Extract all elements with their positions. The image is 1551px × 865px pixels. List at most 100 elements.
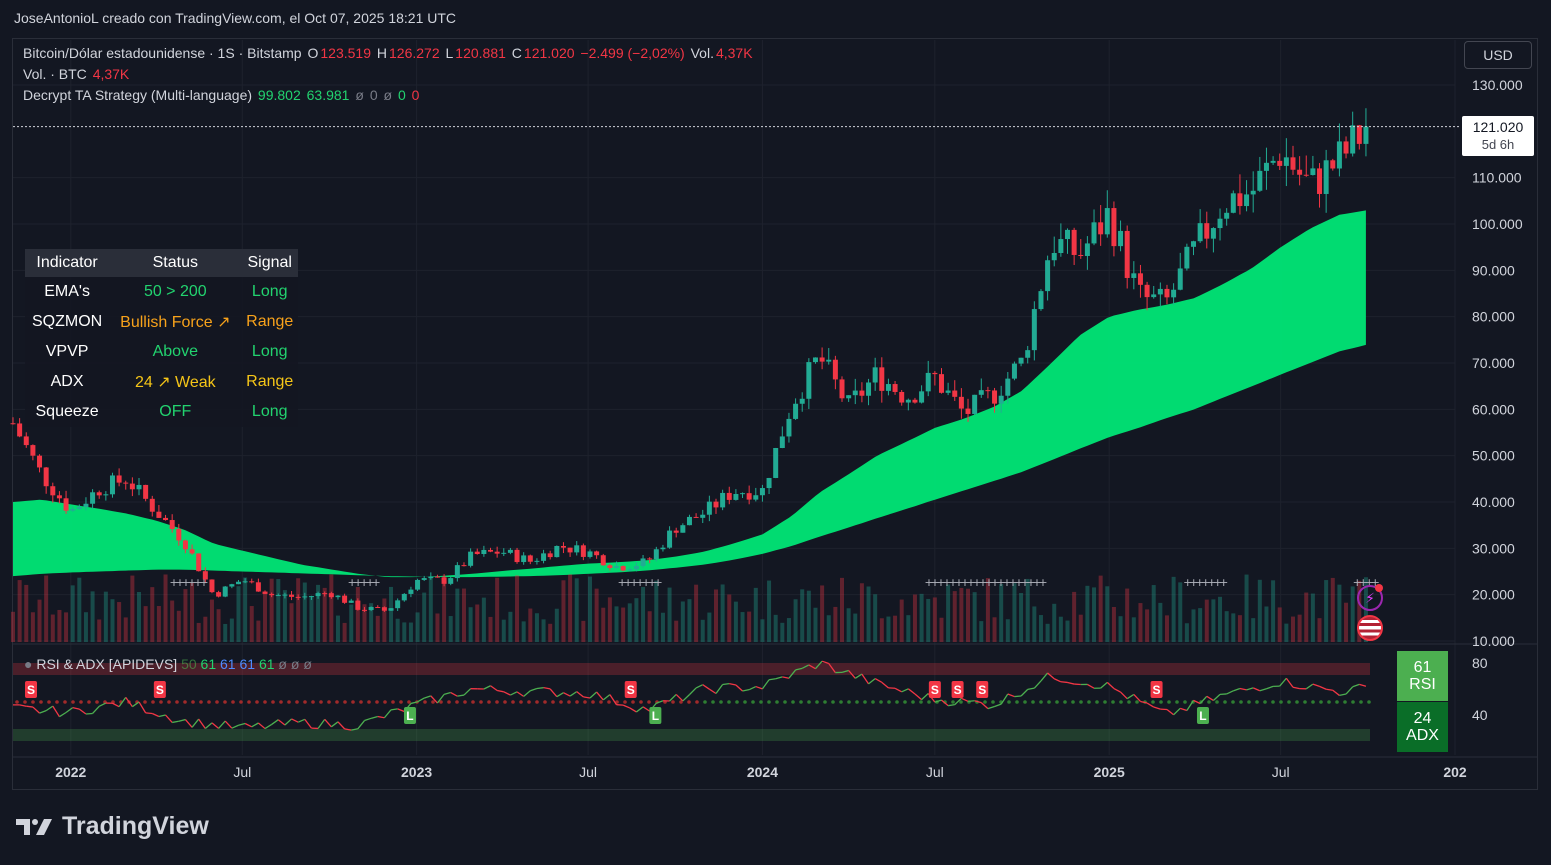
rsi-line-segment (397, 708, 405, 713)
rsi-line-segment (881, 681, 889, 689)
rsi-line-segment (204, 722, 213, 730)
volume-bar (760, 619, 765, 642)
rsi-midline-dot (87, 700, 91, 704)
x-axis-label: Jul (926, 764, 944, 780)
candle-body (1263, 162, 1269, 171)
strategy-legend: Decrypt TA Strategy (Multi-language) 99.… (23, 87, 421, 103)
rsi-line-segment (344, 728, 352, 731)
rsi-line-segment (536, 687, 544, 690)
rsi-line-segment (39, 710, 47, 714)
candle-body (342, 595, 348, 603)
candle-body (249, 581, 255, 583)
rsi-line-segment (1146, 702, 1155, 708)
candle-body (527, 555, 533, 562)
us-flag-icon[interactable] (1357, 615, 1383, 641)
strategy-value-1: 99.802 (257, 87, 301, 103)
candle-body (454, 565, 460, 579)
rsi-line-segment (841, 669, 849, 674)
squeeze-cross: + (1189, 576, 1198, 589)
rsi-midline-dot (151, 700, 155, 704)
rsi-midline-dot (1007, 700, 1011, 704)
signal-marker (951, 681, 964, 698)
candle-body (1191, 241, 1197, 247)
volume-bar (660, 612, 665, 642)
rsi-midline-dot (1223, 700, 1227, 704)
candle-body (1098, 222, 1104, 235)
volume-bar (1078, 614, 1083, 642)
candle-body (156, 511, 162, 518)
volume-bar (110, 599, 115, 642)
candle-body (925, 372, 931, 392)
squeeze-cross: + (365, 576, 374, 589)
squeeze-cross: + (990, 576, 999, 589)
rsi-line-segment (490, 685, 498, 692)
open-label: O (307, 45, 319, 61)
volume-bar (1025, 578, 1030, 642)
rsi-line-segment (145, 712, 153, 715)
rsi-midline-dot (847, 700, 851, 704)
volume-bar (800, 589, 805, 642)
candle-body (773, 448, 779, 478)
rsi-line-segment (848, 670, 856, 679)
rsi-line-segment (775, 676, 783, 680)
volume-bar (435, 613, 440, 642)
rsi-midline-dot (55, 700, 59, 704)
squeeze-cross: + (1207, 576, 1216, 589)
volume-bar (123, 617, 128, 642)
attribution-text: JoseAntonioL creado con TradingView.com,… (14, 10, 457, 26)
rsi-line-segment (530, 687, 538, 692)
volume-bar (90, 591, 95, 642)
volume-bar (1145, 609, 1150, 642)
rsi-line-segment (1020, 688, 1029, 697)
candle-body (667, 530, 673, 548)
rsi-line-segment (304, 718, 312, 729)
candle-body (408, 589, 414, 594)
volume-bar (1065, 620, 1070, 642)
strategy-value-3: ø (355, 87, 364, 103)
rsi-line-segment (172, 720, 179, 724)
volume-bar (1304, 592, 1309, 642)
rsi-line-segment (1206, 695, 1214, 702)
rsi-midline-dot (463, 700, 467, 704)
volume-bar (130, 575, 135, 642)
rsi-line-segment (1100, 681, 1108, 689)
y-axis-label: 30.000 (1472, 540, 1515, 556)
candle-body (262, 591, 268, 594)
candle-body (1350, 125, 1356, 154)
candle-body (63, 498, 69, 511)
adx-badge-value: 24 (1413, 710, 1432, 727)
volume-bar (919, 593, 924, 642)
volume-bar (481, 597, 486, 642)
rsi-line-segment (1345, 686, 1354, 695)
vol-btc-label[interactable]: Vol. · BTC (23, 66, 87, 82)
alert-lightning-icon[interactable]: ⚡ (1357, 585, 1383, 611)
volume-bar (826, 615, 831, 642)
candle-body (812, 357, 818, 363)
candle-body (992, 390, 998, 404)
vol-label: Vol. (690, 45, 714, 61)
symbol-name[interactable]: Bitcoin/Dólar estadounidense · 1S · Bits… (23, 45, 302, 61)
strategy-label[interactable]: Decrypt TA Strategy (Multi-language) (23, 87, 253, 103)
volume-bar (349, 604, 354, 642)
candle-body (766, 477, 772, 489)
volume-legend: Vol. · BTC 4,37K (23, 66, 131, 82)
rsi-line-segment (377, 715, 385, 719)
x-axis-label: 2024 (747, 764, 778, 780)
rsi-midline-dot (23, 700, 27, 704)
rsi-line-segment (1106, 681, 1115, 690)
tradingview-logo[interactable]: TradingView (16, 812, 209, 841)
candle-body (76, 506, 82, 510)
candle-body (919, 391, 925, 403)
candle-body (70, 509, 76, 511)
rsi-label[interactable]: RSI & ADX [APIDEVS] (36, 656, 178, 672)
row-indicator: Squeeze (25, 397, 110, 427)
rsi-line-segment (184, 719, 193, 728)
volume-bar (1052, 603, 1057, 642)
rsi-line-segment (801, 664, 810, 669)
signal-label: S (156, 683, 164, 697)
rsi-midline-dot (887, 700, 891, 704)
volume-bar (515, 575, 520, 642)
currency-button[interactable]: USD (1464, 41, 1532, 69)
rsi-midline-dot (791, 700, 795, 704)
